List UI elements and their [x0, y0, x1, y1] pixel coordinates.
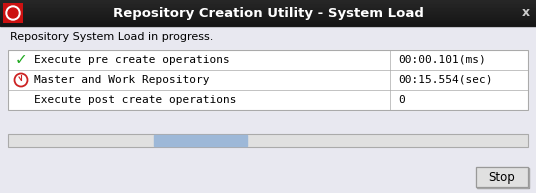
Text: 0: 0 — [398, 95, 405, 105]
Circle shape — [14, 74, 27, 86]
Text: Execute pre create operations: Execute pre create operations — [34, 55, 230, 65]
Text: Repository Creation Utility - System Load: Repository Creation Utility - System Loa… — [113, 7, 423, 19]
Bar — [476, 167, 528, 187]
Text: x: x — [522, 7, 530, 19]
Text: 00:00.101(ms): 00:00.101(ms) — [398, 55, 486, 65]
Bar — [8, 134, 528, 146]
Text: Execute post create operations: Execute post create operations — [34, 95, 236, 105]
Text: Master and Work Repository: Master and Work Repository — [34, 75, 210, 85]
Bar — [3, 3, 23, 23]
Circle shape — [8, 8, 18, 18]
Bar — [8, 50, 528, 110]
Circle shape — [6, 6, 20, 20]
Bar — [477, 168, 529, 188]
Text: 00:15.554(sec): 00:15.554(sec) — [398, 75, 493, 85]
Bar — [8, 50, 528, 110]
Bar — [0, 0, 536, 26]
Bar — [154, 135, 247, 146]
Text: ✓: ✓ — [14, 52, 27, 68]
Text: Repository System Load in progress.: Repository System Load in progress. — [10, 32, 213, 42]
Bar — [476, 167, 528, 187]
Text: Stop: Stop — [489, 170, 516, 184]
